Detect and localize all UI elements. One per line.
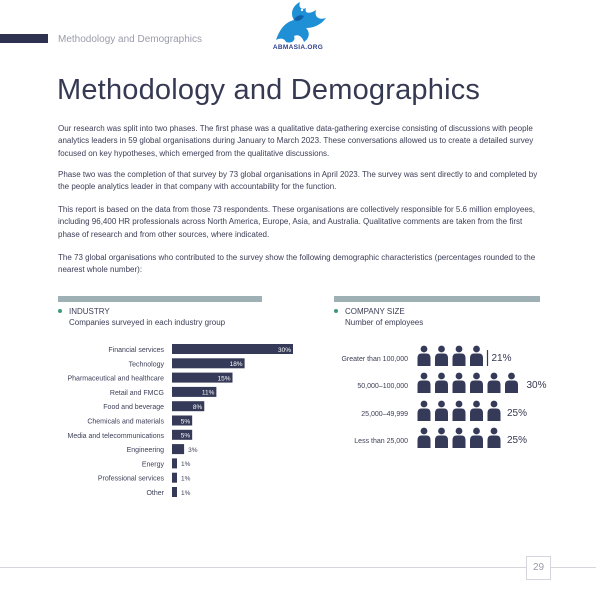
industry-bar — [172, 444, 185, 455]
company-size-label: Less than 25,000 — [354, 438, 408, 445]
person-icon — [417, 372, 431, 393]
paragraph-3: This report is based on the data from th… — [58, 205, 535, 239]
industry-category-label: Professional services — [98, 476, 165, 483]
page-number: 29 — [526, 556, 551, 580]
industry-bar-chart: Financial services 30% Technology 18% Pharma… — [67, 344, 293, 497]
bullet-icon — [58, 308, 62, 313]
industry-category-label: Technology — [129, 361, 165, 368]
person-icon — [470, 345, 483, 366]
person-icon — [452, 345, 466, 366]
industry-category-label: Pharmaceutical and healthcare — [67, 376, 164, 383]
industry-category-label: Financial services — [108, 347, 164, 354]
company-size-value: 30% — [527, 380, 547, 391]
company-size-value: 25% — [507, 435, 527, 446]
company-size-subheading: Number of employees — [345, 318, 424, 327]
industry-value-label: 1% — [181, 461, 191, 468]
person-icon — [435, 400, 448, 421]
griffin-logo — [276, 2, 326, 43]
industry-bar — [172, 415, 193, 426]
company-size-header-bar — [334, 296, 540, 302]
industry-subheading: Companies surveyed in each industry grou… — [69, 318, 226, 327]
industry-category-label: Food and beverage — [103, 404, 164, 411]
company-size-heading: COMPANY SIZE — [334, 307, 405, 316]
person-icon — [435, 345, 448, 366]
industry-category-label: Engineering — [127, 447, 164, 454]
page-title: Methodology and Demographics — [57, 74, 481, 106]
person-icon — [505, 372, 518, 393]
industry-bar — [172, 358, 245, 369]
industry-value-label: 15% — [217, 375, 230, 382]
industry-bar — [172, 429, 193, 440]
industry-value-label: 5% — [181, 433, 191, 440]
industry-value-label: 5% — [181, 418, 191, 425]
paragraph-4: The 73 global organisations who contribu… — [58, 253, 536, 275]
person-icon — [470, 427, 483, 448]
industry-bar — [172, 487, 177, 497]
header-accent-bar — [0, 34, 48, 43]
logo-text: ABMASIA.ORG — [272, 44, 324, 51]
person-icon — [452, 400, 466, 421]
company-size-label: 50,000–100,000 — [357, 383, 408, 390]
industry-value-label: 11% — [202, 390, 215, 397]
company-size-value: 25% — [507, 408, 527, 419]
industry-heading: INDUSTRY — [58, 307, 110, 316]
industry-value-label: 1% — [181, 490, 191, 497]
industry-header-bar — [58, 296, 262, 302]
industry-bar — [172, 372, 233, 383]
industry-bar — [172, 386, 217, 397]
person-icon — [435, 372, 448, 393]
company-size-pictograph: Greater than 100,000 21% 50,000–100,000 30%… — [341, 345, 547, 448]
person-icon — [417, 427, 431, 448]
industry-bar — [172, 458, 177, 469]
bullet-icon — [334, 308, 338, 313]
paragraph-2: Phase two was the completion of that sur… — [58, 170, 538, 192]
company-size-label: 25,000–49,999 — [361, 411, 408, 418]
industry-bar — [172, 472, 177, 483]
company-size-value: 21% — [492, 353, 512, 364]
industry-bar — [172, 401, 205, 412]
person-icon — [452, 372, 466, 393]
person-icon — [452, 427, 466, 448]
section-label: Methodology and Demographics — [58, 34, 202, 45]
person-icon — [487, 427, 501, 448]
person-icon — [487, 400, 501, 421]
industry-category-label: Energy — [142, 461, 165, 468]
industry-value-label: 8% — [193, 404, 203, 411]
industry-value-label: 1% — [181, 476, 191, 483]
person-icon — [487, 372, 501, 393]
footer-line — [0, 567, 596, 568]
industry-value-label: 3% — [188, 447, 198, 454]
paragraph-1: Our research was split into two phases. … — [58, 124, 534, 158]
person-icon — [417, 400, 431, 421]
industry-value-label: 30% — [278, 347, 291, 354]
company-size-label: Greater than 100,000 — [341, 356, 408, 363]
industry-category-label: Retail and FMCG — [110, 390, 164, 397]
person-icon — [470, 372, 483, 393]
industry-category-label: Media and telecommunications — [68, 433, 165, 440]
person-icon — [470, 400, 483, 421]
industry-bar — [172, 344, 293, 354]
industry-value-label: 18% — [230, 361, 243, 368]
person-icon — [435, 427, 448, 448]
industry-category-label: Chemicals and materials — [87, 419, 164, 426]
person-icon — [417, 345, 431, 366]
industry-category-label: Other — [146, 490, 164, 497]
